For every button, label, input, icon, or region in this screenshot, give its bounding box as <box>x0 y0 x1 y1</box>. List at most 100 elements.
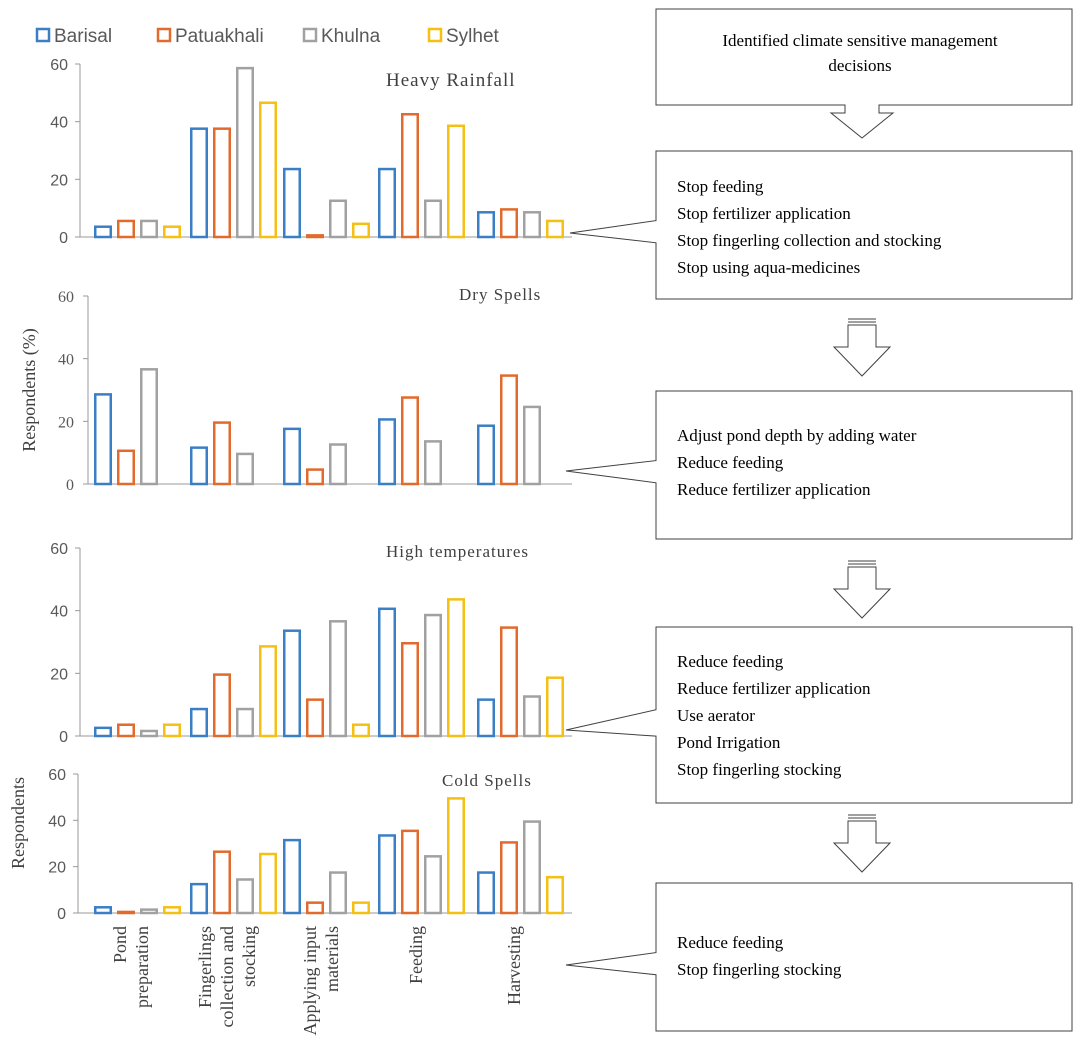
panel-3-bar-khulna-1 <box>236 878 254 915</box>
panel-2-bar-patuakhali-0 <box>117 723 135 738</box>
legend-swatch-patuakhali <box>156 27 172 43</box>
panel-3-bar-khulna-3 <box>424 855 442 915</box>
flow-down-arrow-1 <box>832 566 892 619</box>
flow-box-2-line: Reduce fertilizer application <box>677 679 871 698</box>
panel-1-bar-patuakhali-1 <box>213 421 231 486</box>
y-axis-label-dry: Respondents (%) <box>19 328 40 451</box>
panel-3-bar-patuakhali-3 <box>401 829 419 915</box>
panel-3-bar-patuakhali-2 <box>306 901 324 915</box>
flow-down-arrow-2 <box>832 820 892 873</box>
category-label-line: stocking <box>239 926 259 987</box>
panel-2-bar-barisal-1 <box>190 707 208 738</box>
flow-callout-box-3 <box>565 882 1073 1032</box>
panel-0-bar-khulna-2 <box>329 199 347 239</box>
panel-2-bar-patuakhali-1 <box>213 673 231 738</box>
category-label-line: materials <box>322 926 342 992</box>
panel-1-bar-barisal-4 <box>477 424 495 486</box>
panel-2-bar-khulna-3 <box>424 613 442 738</box>
panel-1-title: Dry Spells <box>459 285 541 304</box>
panel-3-ytick-label: 20 <box>48 860 66 877</box>
flow-box-3-line: Stop fingerling stocking <box>677 960 842 979</box>
category-label-line: collection and <box>217 926 237 1027</box>
legend-swatch-sylhet <box>427 27 443 43</box>
flow-box-2-line: Reduce feeding <box>677 652 784 671</box>
panel-3-bar-patuakhali-4 <box>500 841 518 915</box>
category-label-line: Applying input <box>300 926 320 1036</box>
category-label-line: Feeding <box>406 926 426 984</box>
panel-3-bar-barisal-4 <box>477 871 495 915</box>
panel-0-bar-patuakhali-2 <box>306 234 324 239</box>
panel-3-ytick-label: 40 <box>48 813 66 830</box>
panel-0-bar-khulna-1 <box>236 66 254 239</box>
panel-0-bar-sylhet-3 <box>447 124 465 239</box>
category-label-2: Applying input materials <box>300 926 342 1036</box>
panel-0-bar-sylhet-2 <box>352 222 370 239</box>
panel-1-bar-khulna-2 <box>329 443 347 486</box>
panel-1-ytick-label: 40 <box>58 352 74 369</box>
panel-1-ytick-label: 60 <box>58 289 74 306</box>
flow-box-2-line: Pond Irrigation <box>677 733 781 752</box>
panel-2-bar-patuakhali-4 <box>500 626 518 738</box>
panel-1-bar-barisal-1 <box>190 446 208 486</box>
legend-swatch-khulna <box>302 27 318 43</box>
panel-1-bar-khulna-3 <box>424 440 442 486</box>
flow-box-0-line: Stop fingerling collection and stocking <box>677 231 942 250</box>
category-label-line: preparation <box>132 926 152 1008</box>
panel-3-title: Cold Spells <box>442 771 532 790</box>
panel-0-bar-sylhet-1 <box>259 101 277 239</box>
y-axis-label-cold: Respondents <box>8 777 28 869</box>
panel-0-title: Heavy Rainfall <box>386 70 516 91</box>
flow-callout-box-0 <box>569 150 1073 300</box>
panel-2-bar-sylhet-1 <box>259 645 277 738</box>
category-label-line: Harvesting <box>504 926 524 1005</box>
panel-1-bar-patuakhali-0 <box>117 449 135 486</box>
panel-2-bar-khulna-0 <box>140 729 158 738</box>
panel-2-bar-sylhet-2 <box>352 723 370 738</box>
flow-box-2-line: Use aerator <box>677 706 755 725</box>
panel-2-title: High temperatures <box>386 542 529 561</box>
legend-label-sylhet: Sylhet <box>446 26 500 47</box>
panel-0-bar-khulna-4 <box>523 211 541 239</box>
panel-3-bar-barisal-2 <box>283 838 301 915</box>
panel-2-ytick-label: 0 <box>59 729 68 746</box>
flow-top-box-outline <box>655 8 1073 139</box>
panel-3-ytick-label: 0 <box>57 906 66 923</box>
panel-3-bar-khulna-0 <box>140 908 158 915</box>
panel-3-bar-sylhet-3 <box>447 797 465 915</box>
flow-callout-box-2 <box>565 626 1073 804</box>
panel-1-bar-patuakhali-4 <box>500 374 518 486</box>
panel-1-ytick-label: 20 <box>58 414 74 431</box>
panel-1-ytick-label: 0 <box>66 477 74 494</box>
panel-2-bar-barisal-3 <box>378 607 396 738</box>
panel-0-bar-barisal-2 <box>283 167 301 239</box>
panel-0-bar-patuakhali-4 <box>500 208 518 239</box>
flow-box-0-line: Stop feeding <box>677 177 764 196</box>
panel-0-bar-sylhet-0 <box>163 225 181 239</box>
panel-0-bar-patuakhali-0 <box>117 219 135 239</box>
panel-0-ytick-label: 40 <box>50 115 68 132</box>
flow-down-arrow-0 <box>832 324 892 377</box>
panel-3-bar-khulna-2 <box>329 871 347 915</box>
panel-3-bar-khulna-4 <box>523 820 541 915</box>
flow-box-2-line: Stop fingerling stocking <box>677 760 842 779</box>
panel-2-bar-barisal-0 <box>94 726 112 738</box>
category-label-4: Harvesting <box>504 926 524 1005</box>
legend-swatch-barisal <box>35 27 51 43</box>
flow-box-1-line: Reduce feeding <box>677 453 784 472</box>
panel-2-bar-barisal-2 <box>283 629 301 738</box>
flow-box-0-line: Stop using aqua-medicines <box>677 258 860 277</box>
panel-0-ytick-label: 20 <box>50 172 68 189</box>
legend-label-patuakhali: Patuakhali <box>175 26 264 47</box>
flow-top-box-text: decisions <box>828 56 891 75</box>
panel-0-bar-khulna-0 <box>140 219 158 239</box>
legend-label-barisal: Barisal <box>54 26 112 47</box>
flow-box-1-line: Adjust pond depth by adding water <box>677 426 917 445</box>
category-label-line: Fingerlings <box>195 926 215 1008</box>
panel-1-bar-patuakhali-3 <box>401 396 419 486</box>
panel-0-ytick-label: 60 <box>50 57 68 74</box>
panel-1-bar-barisal-0 <box>94 393 112 486</box>
panel-3-bar-patuakhali-1 <box>213 850 231 915</box>
panel-3-bar-patuakhali-0 <box>117 910 135 915</box>
